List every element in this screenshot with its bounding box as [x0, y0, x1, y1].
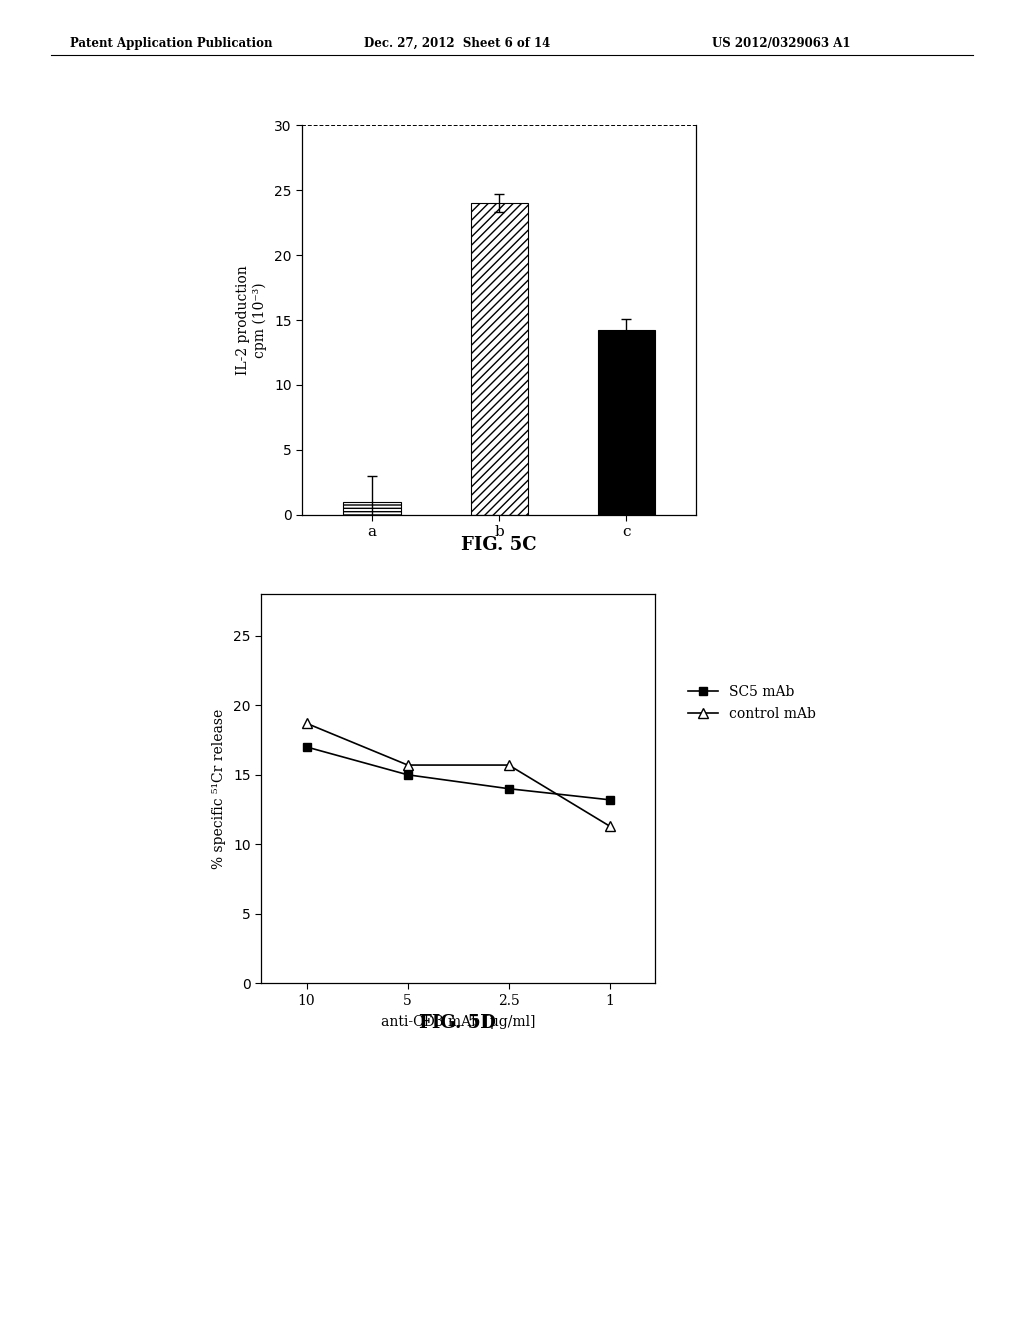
- X-axis label: anti-CD3 mAb [μg/ml]: anti-CD3 mAb [μg/ml]: [381, 1015, 536, 1028]
- Bar: [343, 502, 400, 515]
- Text: Dec. 27, 2012  Sheet 6 of 14: Dec. 27, 2012 Sheet 6 of 14: [364, 37, 550, 50]
- Bar: [598, 330, 655, 515]
- Bar: [471, 203, 527, 515]
- Y-axis label: % specific ⁵¹Cr release: % specific ⁵¹Cr release: [212, 709, 226, 869]
- Legend: SC5 mAb, control mAb: SC5 mAb, control mAb: [682, 680, 821, 727]
- Text: FIG. 5C: FIG. 5C: [461, 536, 537, 554]
- Text: US 2012/0329063 A1: US 2012/0329063 A1: [712, 37, 850, 50]
- Text: FIG. 5D: FIG. 5D: [419, 1014, 497, 1032]
- Text: Patent Application Publication: Patent Application Publication: [70, 37, 272, 50]
- Y-axis label: IL-2 production
cpm (10⁻³): IL-2 production cpm (10⁻³): [237, 265, 267, 375]
